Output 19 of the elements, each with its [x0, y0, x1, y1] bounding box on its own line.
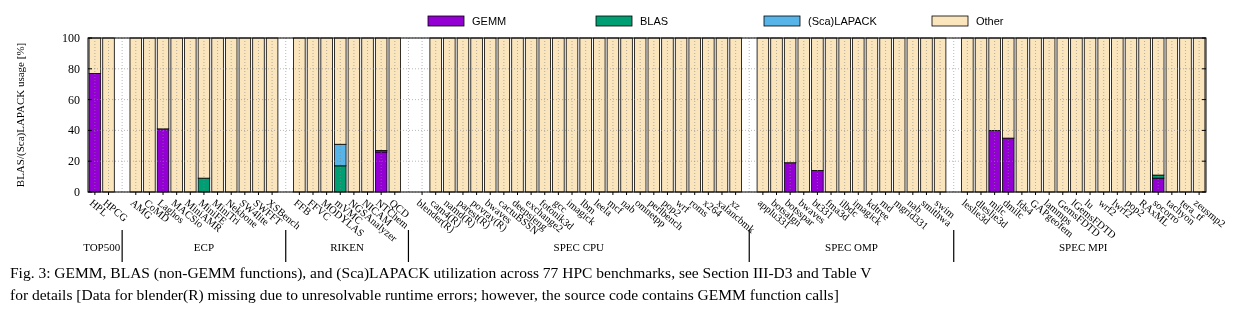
- legend-label: Other: [976, 15, 1004, 27]
- text: RIKEN: [330, 241, 364, 253]
- caption: Fig. 3: GEMM, BLAS (non-GEMM functions), and (Sca)LAPACK utilization across 77 HPC benchmarks, see Section III-D3 and Table V: [10, 264, 873, 282]
- legend-label: GEMM: [472, 15, 507, 27]
- y-tick-label: 0: [74, 185, 80, 199]
- text: SPEC CPU: [553, 241, 605, 253]
- y-tick-label: 60: [68, 92, 80, 107]
- legend-label: BLAS: [640, 15, 669, 27]
- text: ECP: [193, 241, 215, 253]
- text: TOP500: [83, 241, 121, 253]
- y-tick-label: 100: [62, 31, 80, 45]
- y-axis-title: BLAS/(Sca)LAPACK usage [%]: [14, 42, 27, 188]
- legend-label: (Sca)LAPACK: [808, 15, 878, 27]
- y-tick-label: 40: [68, 123, 80, 138]
- text: SPEC MPI: [1058, 241, 1108, 253]
- text: for details [Data for blender(R) missing due to unresolvable runtime errors; however, the source code contains GEMM function calls]: [10, 286, 839, 304]
- text: SPEC OMP: [825, 241, 878, 253]
- y-tick-label: 20: [68, 154, 80, 169]
- y-tick-label: 80: [68, 61, 80, 76]
